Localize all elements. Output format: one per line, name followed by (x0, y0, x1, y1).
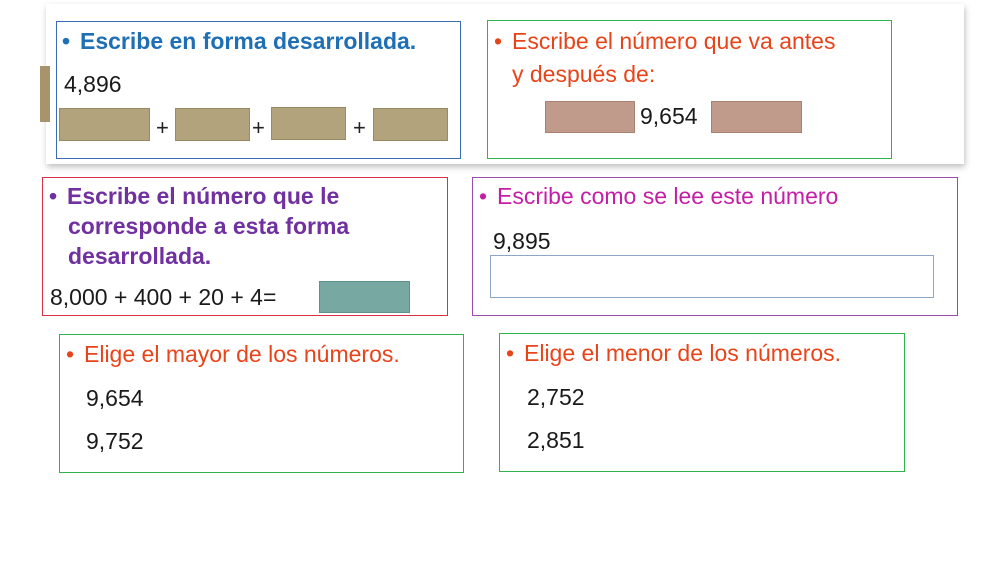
exercise3-instruction-line2: corresponde a esta forma (68, 213, 350, 239)
exercise4-instruction: • Escribe como se lee este número (479, 181, 838, 211)
exercise1-instruction-text: Escribe en forma desarrollada. (80, 28, 417, 54)
plus-sign-3: + (353, 115, 366, 140)
bullet-icon: • (62, 28, 71, 54)
expanded-answer-box-3[interactable] (271, 107, 346, 140)
before-number-box[interactable] (545, 101, 635, 133)
exercise2-number: 9,654 (640, 103, 698, 129)
exercise2-instruction-line1: Escribe el número que va antes (512, 28, 836, 54)
bullet-icon: • (506, 340, 515, 366)
expanded-answer-box-2[interactable] (175, 108, 250, 141)
exercise5-instruction-text: Elige el mayor de los números. (84, 341, 400, 367)
exercise1-number: 4,896 (64, 71, 122, 97)
bullet-icon: • (49, 183, 58, 209)
exercise4-instruction-text: Escribe como se lee este número (497, 183, 839, 209)
exercise5-instruction: • Elige el mayor de los números. (66, 339, 400, 369)
standard-form-answer-box[interactable] (319, 281, 410, 313)
exercise2-instruction-line2: y después de: (512, 61, 656, 87)
expanded-answer-box-1[interactable] (59, 108, 150, 141)
after-number-box[interactable] (711, 101, 802, 133)
bullet-icon: • (479, 183, 488, 209)
side-tab-marker (40, 66, 50, 122)
exercise3-instruction-line3: desarrollada. (68, 243, 212, 269)
exercise1-instruction: • Escribe en forma desarrollada. (62, 26, 416, 56)
exercise2-instruction: • Escribe el número que va antes (494, 26, 835, 56)
exercise-before-after-panel (487, 20, 892, 159)
exercise3-instruction-cont: corresponde a esta forma (68, 211, 349, 241)
exercise3-expression: 8,000 + 400 + 20 + 4= (50, 284, 277, 310)
smaller-option-1[interactable]: 2,752 (527, 384, 585, 410)
greater-option-2[interactable]: 9,752 (86, 428, 144, 454)
exercise-choose-greater-panel (59, 334, 464, 473)
exercise6-instruction-text: Elige el menor de los números. (524, 340, 842, 366)
exercise3-instruction: • Escribe el número que le (49, 181, 339, 211)
plus-sign-1: + (156, 115, 169, 140)
number-words-input[interactable] (490, 255, 934, 298)
plus-sign-2: + (252, 115, 265, 140)
exercise4-number: 9,895 (493, 228, 551, 254)
exercise3-instruction-cont2: desarrollada. (68, 241, 211, 271)
exercise3-instruction-line1: Escribe el número que le (67, 183, 340, 209)
exercise2-instruction-cont: y después de: (512, 59, 655, 89)
greater-option-1[interactable]: 9,654 (86, 385, 144, 411)
bullet-icon: • (66, 341, 75, 367)
smaller-option-2[interactable]: 2,851 (527, 427, 585, 453)
exercise-choose-smaller-panel (499, 333, 905, 472)
expanded-answer-box-4[interactable] (373, 108, 448, 141)
exercise6-instruction: • Elige el menor de los números. (506, 338, 841, 368)
bullet-icon: • (494, 28, 503, 54)
